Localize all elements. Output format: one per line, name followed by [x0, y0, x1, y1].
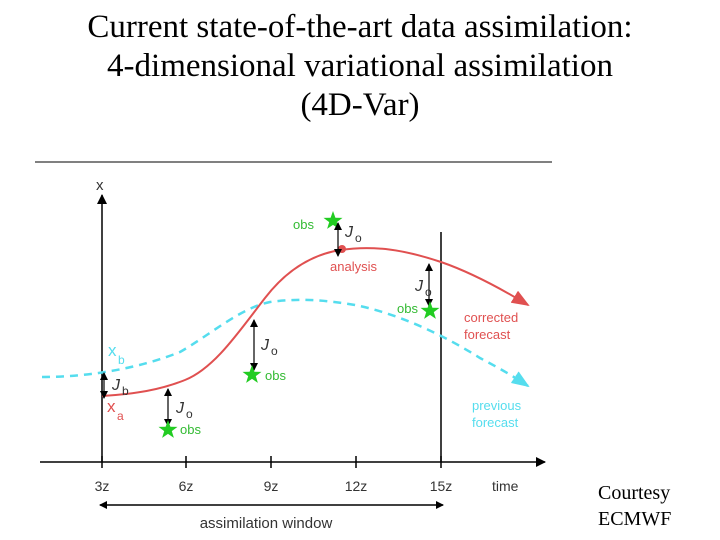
- xa-label: x a: [107, 397, 124, 423]
- obs-star-4: [420, 301, 440, 319]
- background-forecast-curve: [41, 298, 530, 388]
- tick-label-9z: 9z: [264, 478, 279, 494]
- obs-label-3: obs: [293, 217, 314, 232]
- assimilation-window-label: assimilation window: [200, 515, 333, 532]
- analysis-curve: [101, 247, 530, 397]
- title-line-2: 4-dimensional variational assimilation: [107, 48, 613, 84]
- title-line-3: (4D-Var): [300, 87, 420, 123]
- jo-subscript-4: o: [425, 285, 432, 299]
- jb-subscript: b: [122, 384, 129, 398]
- obs-label-4: obs: [397, 301, 418, 316]
- jb-main: J: [111, 377, 121, 394]
- tick-label-6z: 6z: [179, 478, 194, 494]
- title-line-1: Current state-of-the-art data assimilati…: [87, 9, 633, 45]
- jo-label-3: J o: [344, 224, 362, 245]
- courtesy-line-1: Courtesy: [598, 482, 671, 504]
- courtesy-credit: Courtesy ECMWF: [598, 480, 671, 532]
- xb-main: x: [108, 341, 117, 360]
- tick-label-12z: 12z: [345, 478, 368, 494]
- previous-forecast-line1: previous: [472, 398, 522, 413]
- jo-subscript-3: o: [355, 231, 362, 245]
- jb-label: J b: [111, 377, 129, 398]
- tick-label-3z: 3z: [95, 478, 110, 494]
- corrected-forecast-line2: forecast: [464, 327, 511, 342]
- obs-star-1: [158, 420, 178, 438]
- jo-subscript-2: o: [271, 344, 278, 358]
- y-axis-label: x: [96, 177, 104, 194]
- courtesy-line-2: ECMWF: [598, 508, 672, 530]
- x-axis-label: time: [492, 478, 519, 494]
- analysis-point: [338, 245, 346, 253]
- jo-main-4: J: [414, 278, 424, 295]
- jo-label-1: J o: [175, 400, 193, 421]
- jo-main-3: J: [344, 224, 354, 241]
- jo-main-1: J: [175, 400, 185, 417]
- slide-title: Current state-of-the-art data assimilati…: [0, 8, 720, 125]
- corrected-forecast-line1: corrected: [464, 310, 518, 325]
- obs-star-2: [242, 365, 262, 383]
- obs-label-2: obs: [265, 368, 286, 383]
- jo-label-4: J o: [414, 278, 432, 299]
- obs-star-3: [323, 211, 343, 229]
- previous-forecast-line2: forecast: [472, 415, 519, 430]
- jo-subscript-1: o: [186, 407, 193, 421]
- jo-main-2: J: [260, 337, 270, 354]
- tick-label-15z: 15z: [430, 478, 453, 494]
- xb-label: x b: [108, 341, 125, 367]
- xa-subscript: a: [117, 409, 124, 423]
- obs-label-1: obs: [180, 422, 201, 437]
- xa-main: x: [107, 397, 116, 416]
- analysis-label: analysis: [330, 259, 377, 274]
- jo-label-2: J o: [260, 337, 278, 358]
- xb-subscript: b: [118, 353, 125, 367]
